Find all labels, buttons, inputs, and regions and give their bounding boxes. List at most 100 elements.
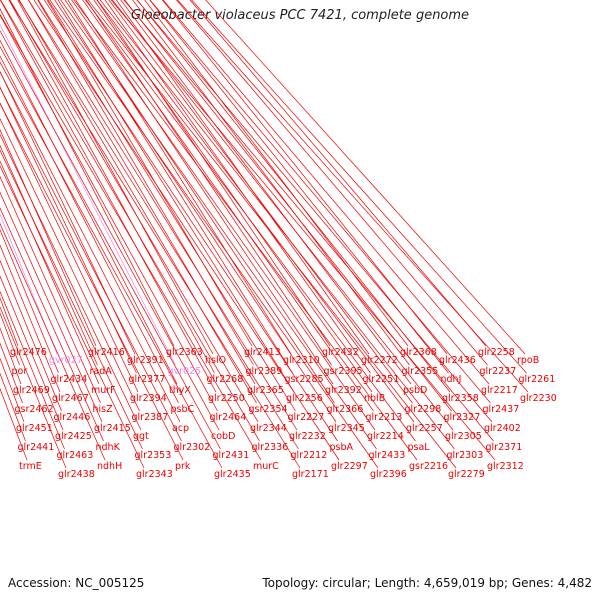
gene-leader-line (47, 0, 295, 393)
gene-leader-line (104, 0, 371, 374)
gene-leader-line (108, 0, 413, 404)
gene-leader-line (0, 13, 262, 461)
reverse-gene-label: glr2217 (481, 385, 518, 396)
reverse-gene-label: glr2469 (13, 385, 50, 396)
reverse-gene-label: glr2343 (136, 469, 173, 480)
gene-leader-line (18, 0, 299, 450)
reverse-gene-label: glr2433 (369, 450, 406, 461)
reverse-gene-label: glr2366 (327, 404, 364, 415)
reverse-gene-label: psbA (330, 442, 354, 453)
gene-leader-line (49, 0, 379, 469)
reverse-gene-label: glr2435 (214, 469, 251, 480)
gene-leader-line (96, 0, 415, 423)
reverse-gene-label: gsr2285 (285, 374, 324, 385)
reverse-gene-label: gsr2395 (324, 366, 363, 377)
gene-leader-line (120, 0, 412, 385)
map-title: Gloeobacter violaceus PCC 7421, complete… (130, 8, 470, 23)
reverse-gene-label: glr2227 (288, 412, 325, 423)
gene-leader-line (136, 0, 493, 423)
reverse-gene-label: glr2303 (447, 450, 484, 461)
reverse-gene-label: glr2257 (406, 423, 443, 434)
reverse-gene-label: glr2368 (400, 347, 437, 358)
reverse-gene-label: glr2251 (363, 374, 400, 385)
reverse-gene-label: ndhH (97, 461, 122, 472)
reverse-gene-label: ndhJ (441, 374, 462, 385)
reverse-gene-label: psaL (408, 442, 431, 453)
reverse-gene-label: glr2230 (520, 393, 557, 404)
reverse-gene-label: glr2437 (483, 404, 520, 415)
gene-leader-line (37, 0, 296, 412)
reverse-gene-label: glr2389 (246, 366, 283, 377)
reverse-gene-label: radA (90, 366, 113, 377)
reverse-gene-label: glr2363 (166, 347, 203, 358)
reverse-gene-label: murC (253, 461, 279, 472)
reverse-gene-label: glr2279 (448, 469, 485, 480)
reverse-gene-label: glr2463 (57, 450, 94, 461)
reverse-gene-label: glr2436 (439, 355, 476, 366)
reverse-gene-label: glr2438 (58, 469, 95, 480)
gene-label-layer: hisScobJndhDrps21gll2505gll2495gll2494gl… (10, 347, 557, 480)
reverse-gene-label: gsr2462 (15, 404, 54, 415)
gene-leader-line (64, 0, 335, 404)
reverse-gene-label: glr2258 (478, 347, 515, 358)
reverse-gene-label: gsr2354 (249, 404, 288, 415)
gene-leader-line (149, 0, 449, 374)
gene-leader-line (43, 0, 338, 442)
gene-leader-line (124, 0, 452, 412)
gene-leader-line (54, 0, 337, 423)
gene-leader-line (99, 0, 455, 450)
reverse-gene-label: prk (175, 461, 191, 472)
reverse-gene-label: glr2377 (129, 374, 166, 385)
reverse-gene-label: glr2353 (135, 450, 172, 461)
gene-leader-line (0, 0, 260, 442)
reverse-gene-label: glr2416 (88, 347, 125, 358)
reverse-gene-label: glr2446 (54, 412, 91, 423)
gene-leader-line (85, 0, 332, 366)
reverse-gene-label: glr2305 (445, 431, 482, 442)
gene-leader-line (85, 0, 416, 442)
reverse-gene-label: gvr025 (168, 366, 202, 377)
reverse-gene-label: glr2345 (328, 423, 365, 434)
reverse-gene-label: glr2402 (484, 423, 521, 434)
reverse-gene-label: glr2312 (487, 461, 524, 472)
gene-leader-line (191, 0, 527, 374)
reverse-gene-label: glr2298 (405, 404, 442, 415)
reverse-gene-label: gvr027 (49, 355, 83, 366)
reverse-gene-label: glr2451 (16, 423, 53, 434)
gene-leader-line (82, 0, 374, 412)
reverse-gene-label: glr2413 (244, 347, 281, 358)
reverse-gene-label: glr2365 (247, 385, 284, 396)
reverse-gene-label: glr2214 (367, 431, 404, 442)
reverse-gene-label: glr2355 (402, 366, 439, 377)
reverse-gene-label: por (12, 366, 28, 377)
reverse-gene-label: acp (172, 423, 189, 434)
reverse-gene-label: glr2432 (322, 347, 359, 358)
reverse-gene-label: nblB (364, 393, 385, 404)
reverse-gene-label: glr2256 (286, 393, 323, 404)
gene-leader-line (205, 0, 526, 355)
reverse-gene-label: glr2310 (283, 355, 320, 366)
gene-leader-line (33, 0, 340, 461)
reverse-gene-label: glr2434 (51, 374, 88, 385)
reverse-gene-label: trmE (19, 461, 42, 472)
reverse-gene-label: ndhK (96, 442, 121, 453)
reverse-gene-label: glr2237 (480, 366, 517, 377)
gene-leader-line (73, 0, 418, 461)
reverse-gene-label: glr2358 (442, 393, 479, 404)
reverse-gene-label: glr2467 (52, 393, 89, 404)
reverse-gene-label: ggt (133, 431, 149, 442)
gene-leader-line (136, 0, 451, 393)
reverse-gene-label: glr2302 (174, 442, 211, 453)
reverse-gene-label: glr2464 (210, 412, 247, 423)
reverse-gene-label: glr2297 (331, 461, 368, 472)
gene-leader-line (110, 0, 496, 461)
reverse-gene-label: glr2371 (486, 442, 523, 453)
reverse-gene-label: glr2171 (292, 469, 329, 480)
reverse-gene-label: glr2392 (325, 385, 362, 396)
reverse-gene-label: murF (91, 385, 116, 396)
reverse-gene-label: glr2387 (132, 412, 169, 423)
gene-leader-line (87, 0, 457, 469)
gene-leader-line (144, 0, 409, 347)
reverse-gene-label: hisZ (93, 404, 114, 415)
